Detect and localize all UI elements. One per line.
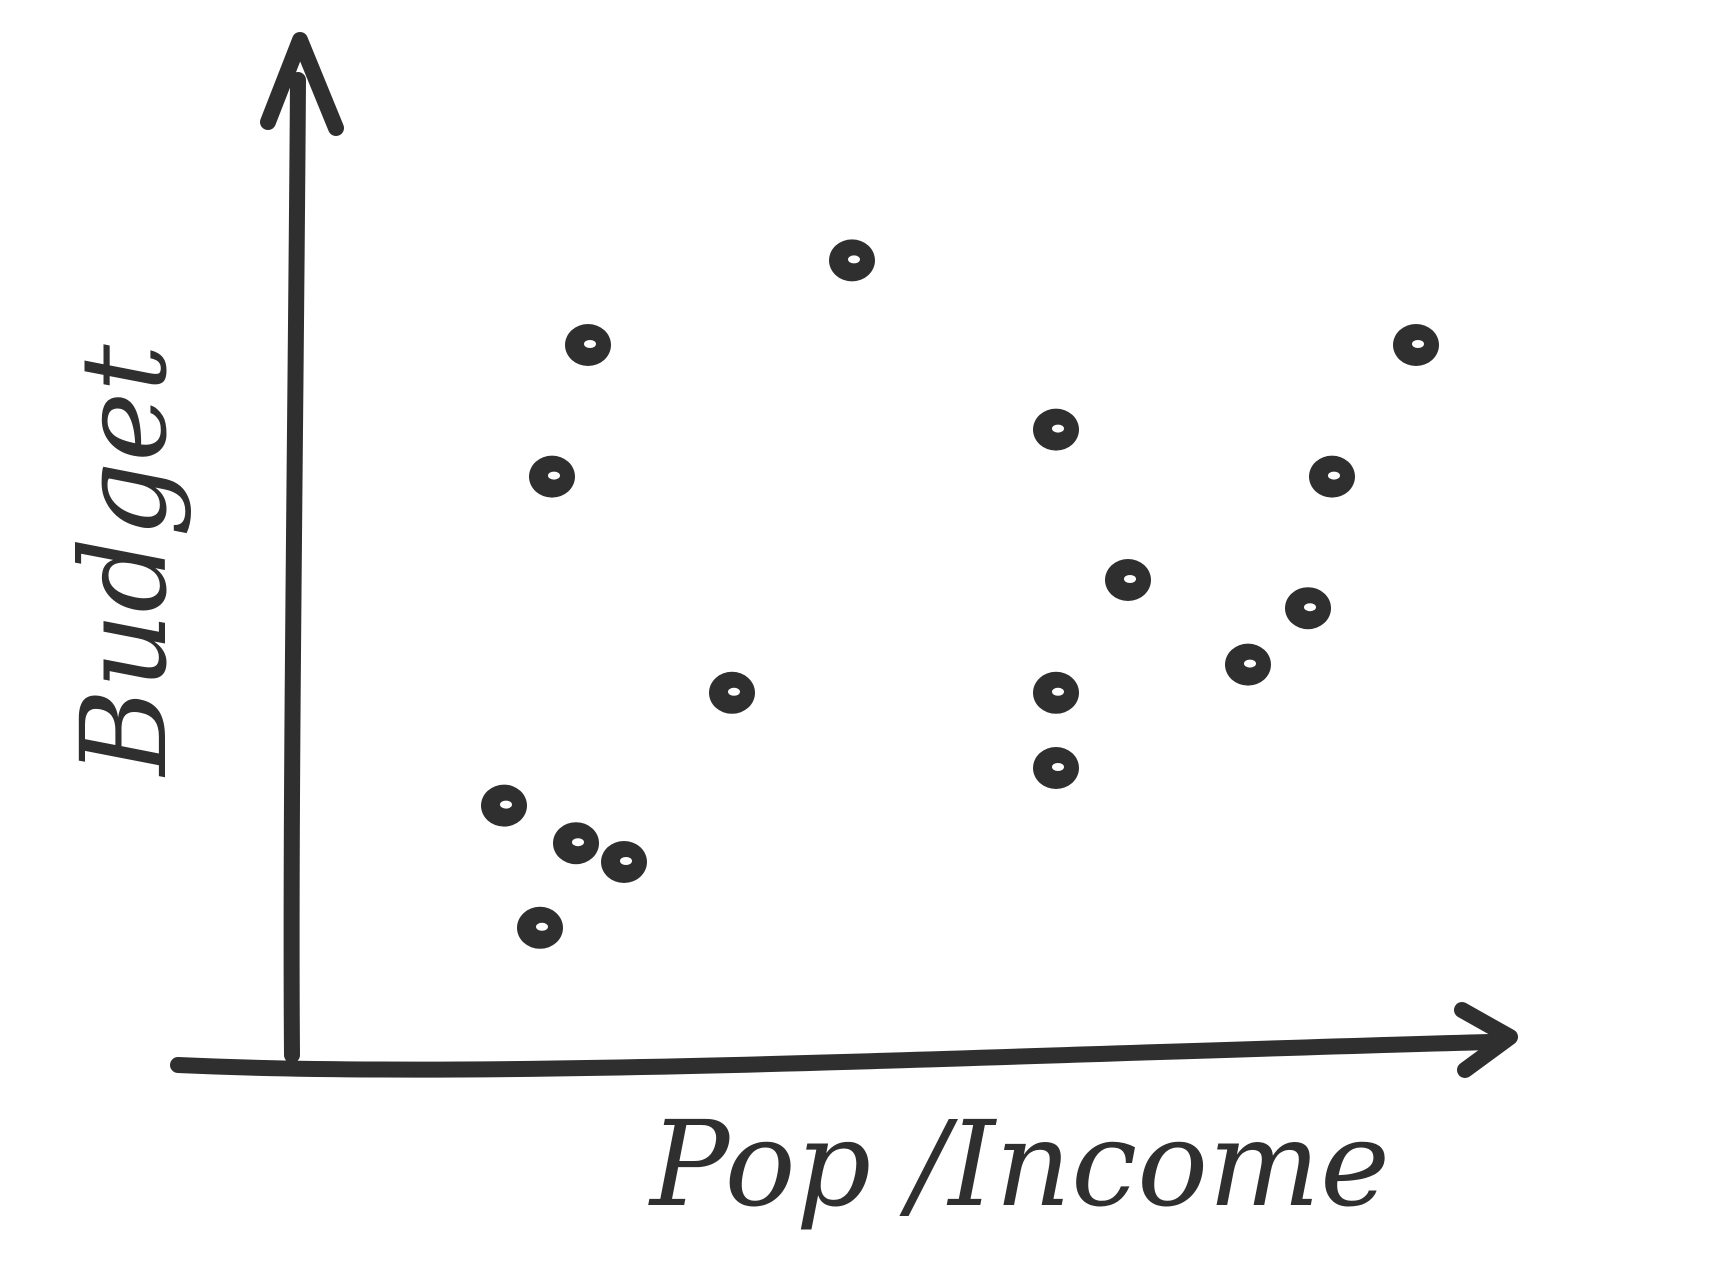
y-axis-line xyxy=(283,72,306,1063)
data-point-highlight-1 xyxy=(848,255,860,264)
y-axis-arrowhead xyxy=(260,32,344,136)
data-point-highlight-3 xyxy=(548,471,560,480)
data-point-highlight-15 xyxy=(620,857,632,865)
data-point-highlight-11 xyxy=(1244,659,1256,668)
data-point-highlight-12 xyxy=(1052,763,1064,771)
data-point-highlight-2 xyxy=(584,340,596,348)
data-point-highlight-9 xyxy=(728,687,740,696)
y-axis-label: Budget xyxy=(55,344,193,778)
data-point-highlight-13 xyxy=(500,800,512,809)
data-point-highlight-14 xyxy=(572,838,584,847)
data-points xyxy=(481,239,1439,949)
data-point-highlight-6 xyxy=(1328,471,1340,480)
data-point-highlight-4 xyxy=(1052,424,1064,433)
axes xyxy=(170,32,1518,1078)
x-axis-label: Pop /Income xyxy=(648,1095,1390,1233)
data-point-highlight-7 xyxy=(1124,575,1136,583)
data-point-highlight-5 xyxy=(1412,340,1424,348)
data-point-highlight-10 xyxy=(1052,687,1064,696)
x-axis-arrowhead xyxy=(1454,1002,1518,1078)
data-point-highlight-8 xyxy=(1304,603,1316,612)
x-axis-line xyxy=(170,1034,1498,1078)
data-point-highlight-16 xyxy=(536,922,548,931)
